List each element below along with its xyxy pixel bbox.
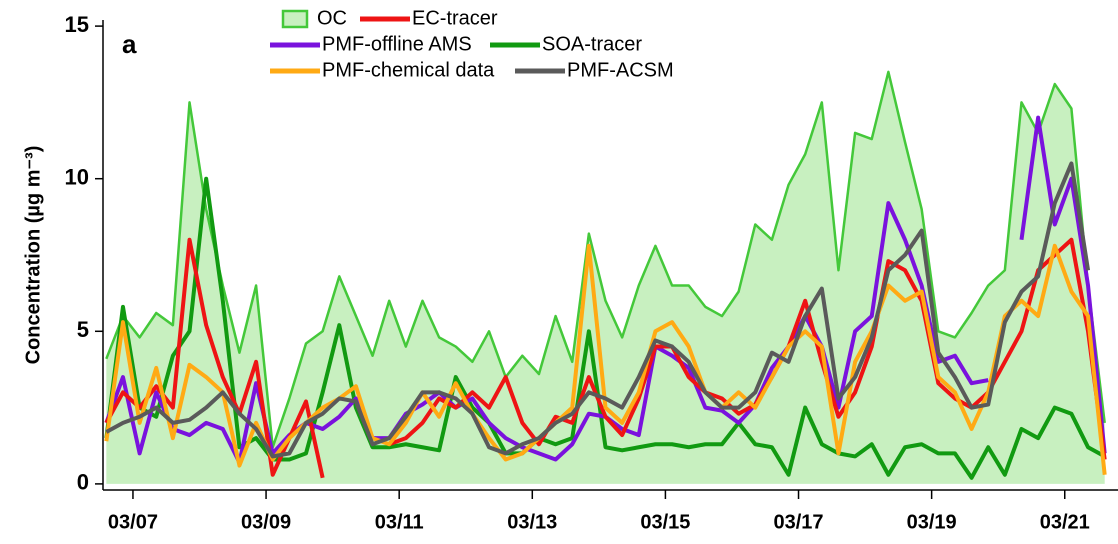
panel-label: a: [122, 29, 137, 59]
legend-swatch: [281, 9, 309, 29]
x-tick-label: 03/21: [1040, 511, 1090, 533]
x-tick-label: 03/09: [241, 511, 291, 533]
x-tick-label: 03/07: [108, 511, 158, 533]
x-tick-label: 03/17: [773, 511, 823, 533]
y-tick-label: 10: [65, 165, 89, 190]
legend-label: PMF-chemical data: [322, 59, 495, 81]
legend-label: PMF-ACSM: [567, 59, 674, 81]
series-line: [105, 161, 1091, 459]
y-axis-label: Concentration (µg m⁻³): [22, 146, 44, 365]
y-tick-label: 0: [77, 470, 89, 495]
x-tick-label: 03/15: [640, 511, 690, 533]
legend-label: OC: [317, 7, 347, 29]
x-tick-label: 03/19: [907, 511, 957, 533]
x-tick-label: 03/13: [507, 511, 557, 533]
area-fill: [106, 71, 1105, 484]
series-line: [104, 243, 1107, 475]
legend-label: SOA-tracer: [542, 33, 642, 55]
y-tick-label: 5: [77, 317, 89, 342]
legend-label: EC-tracer: [412, 7, 498, 29]
y-tick-label: 15: [65, 12, 89, 37]
x-tick-label: 03/11: [375, 511, 424, 533]
legend-label: PMF-offline AMS: [322, 33, 472, 55]
